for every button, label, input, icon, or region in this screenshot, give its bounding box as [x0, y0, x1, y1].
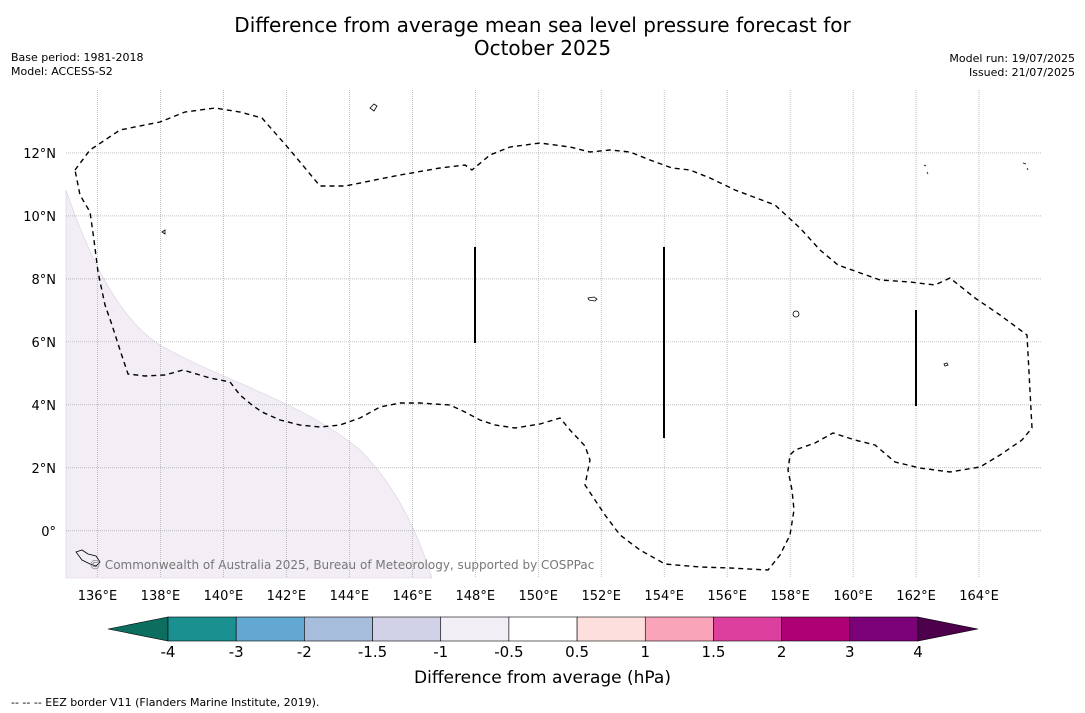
lat-tick-label: 6°N — [32, 336, 57, 351]
lon-tick-label: 152°E — [581, 589, 621, 604]
title-text: Difference from average mean sea level p… — [234, 13, 851, 60]
colorbar — [107, 616, 979, 642]
colorbar-tick-label: 4 — [913, 643, 923, 661]
eez-footnote: -- -- -- EEZ border V11 (Flanders Marine… — [11, 696, 320, 709]
colorbar-swatch — [304, 616, 373, 642]
lon-tick-labels: 136°E 138°E 140°E 142°E 144°E 146°E 148°E 150°E… — [78, 589, 999, 604]
lon-tick-label: 164°E — [959, 589, 999, 604]
colorbar-tick-label: 1 — [640, 643, 651, 661]
colorbar-tick-label: 3 — [845, 643, 855, 661]
model-run: Model run: 19/07/2025 — [949, 52, 1075, 65]
lon-tick-label: 154°E — [644, 589, 684, 604]
lon-tick-label: 160°E — [833, 589, 873, 604]
colorbar-tick-label: -1 — [433, 643, 449, 661]
lat-tick-label: 12°N — [23, 147, 56, 162]
colorbar-under-arrow — [107, 616, 169, 642]
lat-tick-label: 10°N — [23, 210, 56, 225]
colorbar-tick-label: 2 — [776, 643, 787, 661]
colorbar-swatch — [372, 616, 442, 642]
lat-tick-label: 4°N — [32, 399, 57, 414]
lon-tick-label: 140°E — [204, 589, 244, 604]
colorbar-swatch — [713, 616, 782, 642]
colorbar-tick-label: 1.5 — [701, 643, 726, 661]
lon-tick-label: 144°E — [330, 589, 370, 604]
lon-tick-label: 148°E — [456, 589, 496, 604]
meta-right: Model run: 19/07/2025 Issued: 21/07/2025 — [949, 52, 1075, 80]
islands — [75, 103, 1029, 567]
colorbar-tick-label: -2 — [296, 643, 312, 661]
colorbar-tick-label: -3 — [228, 643, 244, 661]
lon-tick-label: 138°E — [141, 589, 181, 604]
lon-tick-label: 142°E — [267, 589, 307, 604]
meta-left: Base period: 1981-2018 Model: ACCESS-S2 — [11, 51, 143, 79]
colorbar-swatch — [644, 616, 714, 642]
lat-tick-labels: 12°N 10°N 8°N 6°N 4°N 2°N 0° — [23, 147, 56, 540]
colorbar-tick-label: -1.5 — [357, 643, 388, 661]
colorbar-tick-label: 0.5 — [565, 643, 590, 661]
lon-tick-label: 146°E — [393, 589, 433, 604]
lon-tick-label: 150°E — [518, 589, 558, 604]
graticule — [66, 90, 1042, 578]
colorbar-tick-label: -4 — [160, 643, 176, 661]
colorbar-swatch — [576, 616, 646, 642]
colorbar-swatch — [167, 616, 237, 642]
colorbar-over-arrow — [917, 616, 979, 642]
map-area — [65, 90, 1042, 579]
copyright-notice: © Commonwealth of Australia 2025, Bureau… — [89, 558, 595, 572]
colorbar-swatch — [235, 616, 305, 642]
chart-title: Difference from average mean sea level p… — [0, 14, 1085, 60]
eez-border — [74, 107, 1033, 571]
colorbar-swatch — [440, 616, 510, 642]
base-period: Base period: 1981-2018 — [11, 51, 144, 64]
lat-tick-label: 8°N — [32, 273, 57, 288]
model-name: Model: ACCESS-S2 — [11, 65, 113, 78]
colorbar-swatch — [781, 616, 851, 642]
shaded-anomaly-region — [65, 189, 433, 579]
lon-tick-label: 156°E — [707, 589, 747, 604]
lon-tick-label: 162°E — [896, 589, 936, 604]
lat-tick-label: 2°N — [32, 462, 57, 477]
colorbar-swatch — [508, 616, 578, 642]
lon-tick-label: 158°E — [770, 589, 810, 604]
lat-tick-label: 0° — [41, 525, 56, 540]
vertical-markers — [474, 247, 917, 438]
colorbar-title: Difference from average (hPa) — [414, 668, 671, 688]
issued-date: Issued: 21/07/2025 — [968, 66, 1075, 79]
colorbar-swatch — [849, 616, 919, 642]
lon-tick-label: 136°E — [78, 589, 118, 604]
colorbar-tick-label: -0.5 — [494, 643, 524, 661]
